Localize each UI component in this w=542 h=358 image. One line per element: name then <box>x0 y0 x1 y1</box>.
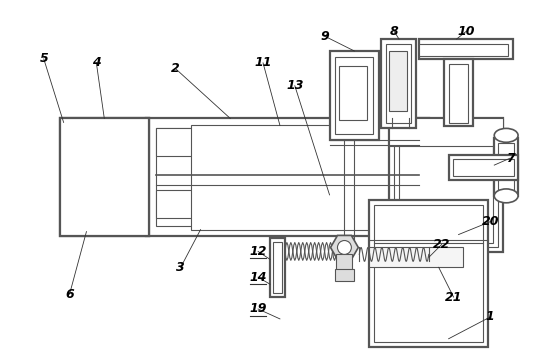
Bar <box>191 125 419 229</box>
Bar <box>369 200 488 347</box>
Bar <box>334 269 354 281</box>
Bar <box>374 205 483 342</box>
Text: 3: 3 <box>176 261 185 274</box>
Bar <box>444 59 473 126</box>
Bar <box>337 255 352 272</box>
Bar <box>419 39 513 59</box>
Bar <box>369 247 463 267</box>
Bar <box>270 238 285 297</box>
Bar <box>60 118 149 236</box>
Bar <box>449 155 518 180</box>
Bar <box>498 143 514 191</box>
Bar <box>146 118 429 236</box>
Bar <box>394 124 498 247</box>
Bar <box>68 183 141 189</box>
Bar <box>156 190 193 218</box>
Bar <box>68 160 141 166</box>
Text: 6: 6 <box>65 287 74 301</box>
Text: 7: 7 <box>506 152 514 165</box>
Text: 5: 5 <box>40 52 48 66</box>
Text: 12: 12 <box>249 245 267 258</box>
Bar <box>273 242 282 293</box>
Bar <box>339 66 367 120</box>
Bar <box>449 64 468 124</box>
Text: 21: 21 <box>445 291 462 304</box>
Bar <box>68 205 141 211</box>
Ellipse shape <box>494 189 518 203</box>
Bar <box>453 159 514 176</box>
Bar <box>389 51 407 111</box>
Text: 4: 4 <box>92 57 101 69</box>
Bar <box>494 138 518 196</box>
Text: 13: 13 <box>286 79 304 92</box>
Bar <box>389 118 503 146</box>
Bar <box>63 122 145 232</box>
Bar <box>68 126 141 132</box>
Bar <box>63 122 145 232</box>
Bar <box>68 171 141 178</box>
Bar <box>68 149 141 155</box>
Bar <box>60 118 149 236</box>
Bar <box>335 57 373 134</box>
Bar <box>419 44 508 56</box>
Bar <box>156 129 193 156</box>
Bar <box>399 129 493 242</box>
Circle shape <box>338 241 351 255</box>
Bar <box>381 39 416 129</box>
Text: 9: 9 <box>320 30 329 43</box>
Text: 14: 14 <box>249 271 267 284</box>
Text: 8: 8 <box>390 25 398 38</box>
Text: 1: 1 <box>486 310 495 323</box>
Text: 10: 10 <box>458 25 475 38</box>
Bar <box>68 216 141 223</box>
Bar <box>68 138 141 144</box>
Bar <box>389 118 503 252</box>
Bar <box>386 44 411 124</box>
Text: 22: 22 <box>433 238 450 251</box>
Text: 11: 11 <box>254 57 272 69</box>
Text: 20: 20 <box>481 215 499 228</box>
Bar <box>330 51 379 140</box>
Ellipse shape <box>494 129 518 142</box>
Text: 2: 2 <box>171 62 180 76</box>
Bar <box>156 129 419 226</box>
Text: 19: 19 <box>249 303 267 315</box>
Bar <box>68 194 141 200</box>
